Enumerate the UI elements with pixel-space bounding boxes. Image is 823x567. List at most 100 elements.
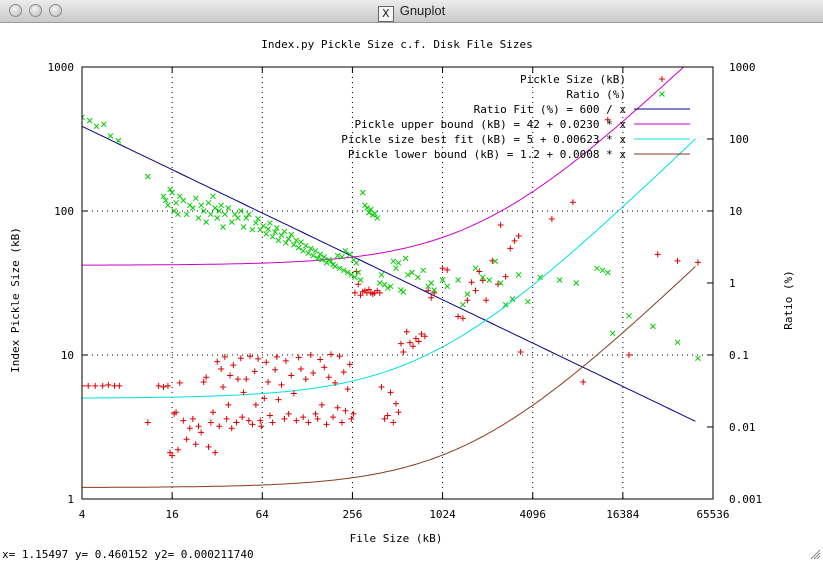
pickle-size-point [305,419,312,426]
ratio-point [378,271,385,278]
pickle-size-point [507,245,514,252]
chart-svg[interactable]: Index.py Pickle Size c.f. Disk File Size… [0,23,823,562]
close-window-button[interactable] [9,4,22,17]
pickle-size-point [376,289,383,296]
ratio-point [173,199,179,206]
pickle-size-point [476,268,483,275]
y2-tick-label: 1 [729,277,736,290]
pickle-size-point [92,382,99,389]
pickle-size-point [344,386,351,393]
x-axis-label: File Size (kB) [350,532,443,545]
pickle-size-point [580,378,587,385]
pickle-size-point [228,425,235,432]
pickle-size-point [281,415,288,422]
pickle-size-point [300,414,307,421]
pickle-size-point [255,355,262,362]
pickle-size-point [346,361,353,368]
ratio-point [650,323,656,330]
ratio-point [307,245,314,252]
window-title-bar[interactable]: X Gnuplot [0,0,823,23]
pickle-size-point [167,449,174,456]
pickle-size-point [330,414,337,421]
pickle-size-point [406,339,413,346]
ratio-point [537,274,544,281]
pickle-size-point [210,409,217,416]
ratio-point [479,274,486,281]
ratio-point [207,211,214,218]
ratio-point [332,263,338,270]
minimize-window-button[interactable] [29,4,42,17]
pickle-size-point [180,417,187,424]
pickle-size-point [418,330,425,337]
ratio-point [167,186,173,193]
ratio-point [414,274,421,281]
pickle-size-point [203,374,210,381]
ratio-point [293,237,300,244]
pickle-size-point [282,357,289,364]
pickle-size-point [243,376,250,383]
ratio-point [222,211,228,218]
ratio-point [255,215,261,222]
ratio-point [253,220,259,226]
ratio-point [364,205,370,211]
x-tick-label: 256 [342,508,362,521]
legend-marker [659,76,665,82]
pickle-size-point [223,415,230,422]
ratio-point [165,202,171,209]
pickle-size-point [251,368,258,375]
pickle-size-point [220,383,227,390]
y2-tick-label: 0.001 [729,493,762,506]
pickle-size-point [116,382,123,389]
pickle-size-point [511,237,518,244]
pickle-size-point [468,279,475,286]
y2-tick-label: 0.1 [729,349,749,362]
ratio-point [594,265,600,272]
ratio-point [609,330,616,337]
ratio-point [240,224,247,230]
plot-canvas[interactable]: Index.py Pickle Size c.f. Disk File Size… [0,23,823,562]
ratio-point [346,251,353,258]
plot-frame [81,66,714,500]
zoom-window-button[interactable] [49,4,62,17]
pickle-size-point [290,390,297,397]
ratio-point [502,301,509,308]
ratio-point [107,133,114,139]
pickle-size-point [431,289,438,296]
ratio-point [409,269,415,276]
series-layer [82,67,701,488]
pickle-size-point [323,421,330,428]
ratio-point [355,269,362,276]
pickle-size-point [340,369,347,376]
pickle-size-point [387,389,394,396]
ratio-point [556,277,563,283]
chart-title: Index.py Pickle Size c.f. Disk File Size… [261,38,533,51]
ratio-point [298,239,304,245]
pickle-size-point [318,401,325,408]
x-tick-label: 16384 [606,508,639,521]
ratio-point [82,114,85,121]
pickle-size-point [207,419,214,426]
ratio-point [237,208,244,214]
ratio-point [374,215,381,221]
resize-grip-icon[interactable] [810,549,821,560]
pickle-size-point [353,268,360,275]
pickle-size-point [169,452,176,459]
pickle-size-point [395,409,402,416]
ratio-point [460,301,466,308]
ratio-point [220,224,226,230]
ratio-point [359,189,366,196]
ratio-point [431,287,438,293]
ratio-point [387,283,394,290]
pickle-size-point [310,369,317,376]
ratio-point [200,208,207,214]
fit-line [82,266,696,488]
pickle-size-point [428,294,435,301]
pickle-size-point [278,381,285,388]
ratio-point [328,258,334,265]
ratio-point [291,241,297,248]
ratio-point [214,215,221,221]
ratio-point [352,274,358,281]
grid-lines [82,67,713,499]
ratio-point [695,355,701,362]
legend-label: Ratio (%) [566,88,626,101]
